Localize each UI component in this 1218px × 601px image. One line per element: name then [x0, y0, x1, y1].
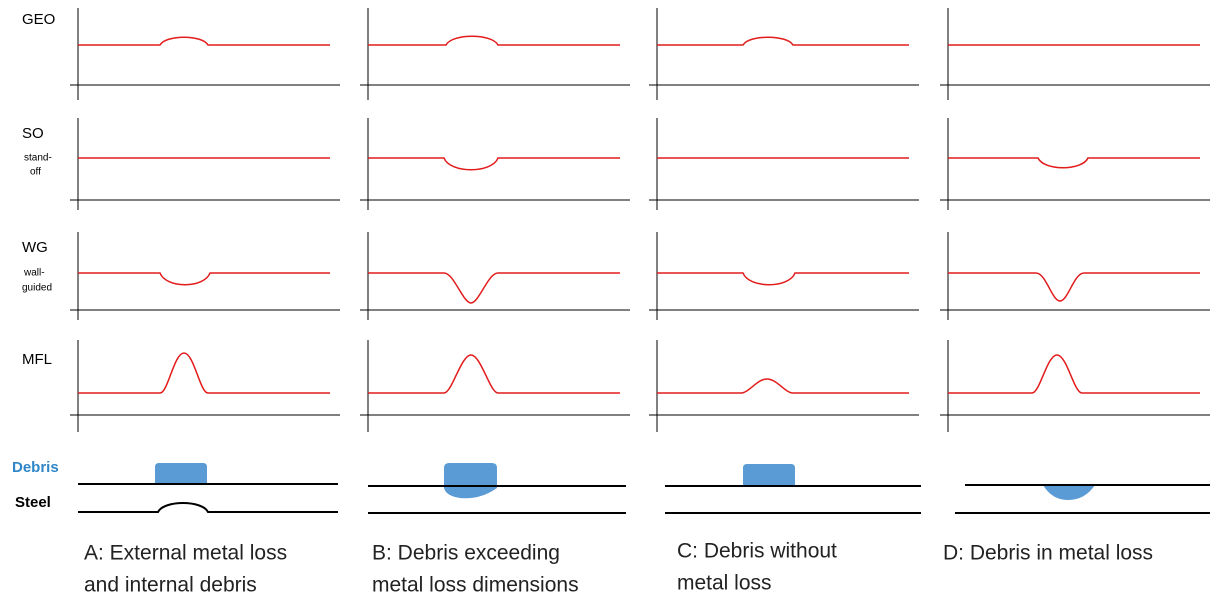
signal-line	[368, 157, 620, 171]
signal-line	[78, 352, 330, 394]
signal-line	[948, 354, 1200, 394]
row-sublabel: stand-	[24, 153, 52, 164]
signal-line	[78, 36, 330, 46]
debris	[1043, 485, 1095, 500]
caption: B: Debris exceeding	[372, 542, 560, 565]
signal-line	[948, 272, 1200, 302]
caption: A: External metal loss	[84, 542, 287, 565]
signal-line	[657, 36, 909, 46]
row-label: SO	[22, 125, 44, 142]
debris-label: Debris	[12, 459, 59, 476]
row-label: WG	[22, 239, 48, 256]
signal-line	[948, 157, 1200, 169]
signal-line	[368, 354, 620, 394]
signal-line	[657, 272, 909, 286]
row-sublabel: off	[30, 167, 41, 178]
signal-line	[368, 272, 620, 304]
caption: and internal debris	[84, 574, 257, 597]
signal-line	[368, 35, 620, 46]
signal-line	[657, 378, 909, 394]
signal-line	[78, 272, 330, 286]
debris	[155, 463, 207, 484]
steel-label: Steel	[15, 494, 51, 511]
debris	[743, 464, 795, 486]
caption: C: Debris without	[677, 540, 837, 563]
steel-wall	[78, 502, 338, 513]
caption: D: Debris in metal loss	[943, 542, 1153, 565]
row-sublabel: wall-	[23, 268, 45, 279]
row-label: GEO	[22, 11, 55, 28]
debris	[444, 463, 497, 499]
caption: metal loss dimensions	[372, 574, 579, 597]
caption: metal loss	[677, 572, 772, 595]
row-label: MFL	[22, 351, 52, 368]
row-sublabel: guided	[22, 283, 52, 294]
